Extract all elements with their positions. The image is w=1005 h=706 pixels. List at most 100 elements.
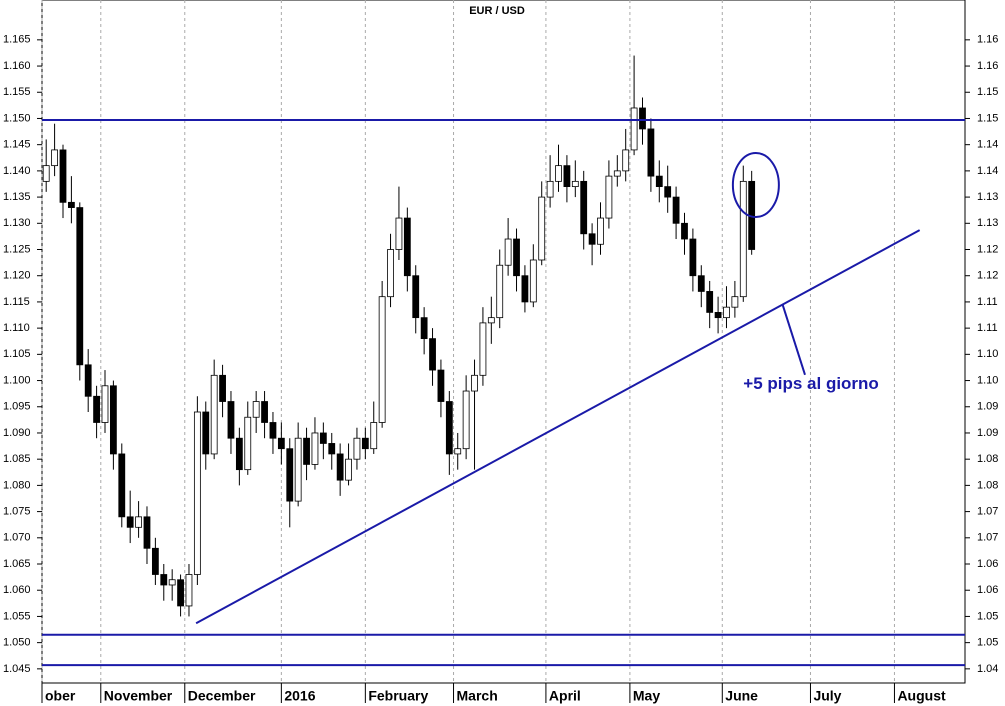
candle-body — [210, 374, 218, 455]
x-tick-label: June — [725, 688, 758, 704]
candle-body — [655, 175, 663, 188]
y-tick-label: 1.145 — [3, 139, 31, 151]
annotation: +5 pips al giorno — [743, 374, 879, 393]
y-tick-label: 1.130 — [3, 217, 31, 229]
y-tick-label: 1.135 — [3, 191, 31, 203]
y-tick-label: 1.050 — [3, 637, 31, 649]
y2-tick-label: 1.05 — [977, 610, 998, 622]
candle-body — [345, 458, 352, 481]
candle-body — [202, 411, 210, 455]
candle-body — [605, 175, 613, 219]
y2-tick-label: 1.11 — [977, 296, 998, 308]
candle-body — [143, 516, 151, 549]
candle-body — [538, 196, 546, 261]
y-tick-label: 1.150 — [3, 112, 31, 124]
candle-body — [353, 437, 361, 460]
candle-body — [277, 437, 285, 450]
candle-body — [84, 364, 92, 397]
candle-body — [706, 291, 714, 313]
candle-body — [529, 259, 537, 303]
candle-body — [328, 443, 336, 455]
candle-body — [681, 222, 688, 240]
candle-body — [126, 516, 134, 528]
candle-body — [697, 275, 705, 292]
candle-body — [630, 107, 638, 151]
y2-tick-label: 1.13 — [977, 217, 998, 229]
candle-body — [336, 453, 344, 481]
y2-tick-label: 1.12 — [977, 270, 998, 282]
y2-tick-label: 1.08 — [977, 453, 998, 465]
candle-body — [168, 579, 176, 586]
candle-body — [429, 338, 436, 371]
y-tick-label: 1.095 — [3, 401, 31, 413]
candle-body — [252, 401, 260, 418]
candle-body — [647, 128, 655, 177]
x-tick-label: February — [368, 688, 428, 704]
y2-tick-label: 1.15 — [977, 86, 998, 98]
y-tick-label: 1.115 — [3, 296, 30, 308]
candle-body — [445, 401, 453, 455]
y2-tick-label: 1.10 — [977, 348, 998, 360]
y2-tick-label: 1.06 — [977, 558, 998, 570]
candle-body — [160, 574, 168, 586]
candle-body — [689, 238, 697, 277]
candle-body — [118, 453, 126, 518]
candle-body — [294, 437, 302, 502]
candle-body — [261, 401, 268, 423]
y2-tick-label: 1.14 — [977, 165, 998, 177]
y-tick-label: 1.125 — [3, 243, 31, 255]
y2-tick-label: 1.16 — [977, 60, 998, 72]
y2-tick-label: 1.09 — [977, 401, 998, 413]
candle-body — [504, 238, 512, 266]
y-tick-label: 1.155 — [3, 86, 31, 98]
chart-title: EUR / USD — [469, 5, 525, 17]
candle-body — [193, 411, 201, 575]
candle-body — [412, 275, 420, 319]
candle-body — [723, 306, 730, 319]
y2-tick-label: 1.09 — [977, 427, 998, 439]
candle-body — [588, 233, 596, 245]
candle-body — [639, 107, 646, 130]
candle-body — [59, 149, 67, 203]
candle-body — [672, 196, 680, 224]
x-tick-label: ober — [45, 688, 76, 704]
trendline — [195, 229, 921, 625]
y-tick-label: 1.070 — [3, 532, 31, 544]
candle-body — [714, 312, 722, 319]
x-tick-label: March — [457, 688, 498, 704]
candle-body — [269, 422, 277, 439]
candle-body — [244, 416, 252, 471]
x-tick-label: July — [813, 688, 841, 704]
candle-body — [185, 574, 193, 607]
x-tick-label: December — [188, 688, 256, 704]
y2-tick-label: 1.07 — [977, 506, 998, 518]
y2-tick-label: 1.08 — [977, 479, 998, 491]
candle-body — [454, 448, 462, 455]
y-tick-label: 1.110 — [3, 322, 30, 334]
x-tick-label: May — [633, 688, 660, 704]
candle-body — [135, 516, 142, 528]
candle-body — [546, 180, 554, 198]
y-tick-label: 1.100 — [3, 374, 31, 386]
candle-body — [613, 170, 621, 177]
y2-tick-label: 1.12 — [977, 243, 998, 255]
annotation-pointer — [781, 304, 806, 376]
x-tick-label: November — [104, 688, 173, 704]
x-tick-label: August — [897, 688, 946, 704]
candle-body — [219, 374, 226, 402]
y2-tick-label: 1.11 — [977, 322, 998, 334]
y-tick-label: 1.075 — [3, 506, 31, 518]
highlight-circle — [731, 152, 780, 219]
candle-body — [487, 317, 495, 324]
candle-body — [76, 207, 84, 366]
candle-body — [731, 296, 739, 308]
y2-tick-label: 1.15 — [977, 112, 998, 124]
candle-body — [462, 390, 470, 450]
candle-body — [437, 369, 445, 402]
candle-body — [51, 149, 58, 167]
y-tick-label: 1.085 — [3, 453, 31, 465]
candle-body — [387, 249, 394, 298]
candle-body — [403, 217, 411, 277]
candle-body — [93, 395, 100, 423]
